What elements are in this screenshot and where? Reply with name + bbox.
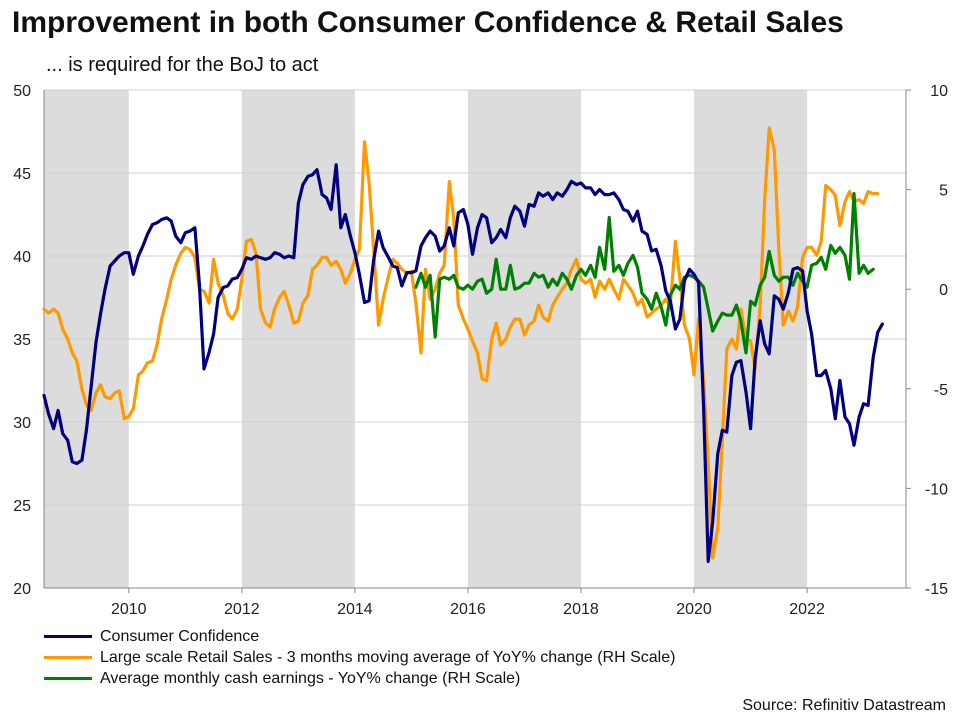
left-tick-label: 25 (13, 498, 31, 515)
x-tick-label: 2010 (111, 601, 147, 618)
series-line-0 (42, 163, 884, 563)
right-tick-label: 0 (939, 282, 948, 299)
right-tick-label: -10 (925, 481, 948, 498)
series-line-2 (414, 192, 875, 355)
left-tick-label: 45 (13, 166, 31, 183)
right-tick-label: -15 (925, 581, 948, 598)
legend-swatch-retail-sales (44, 656, 92, 659)
x-tick-label: 2014 (337, 601, 373, 618)
x-tick-label: 2016 (450, 601, 486, 618)
x-tick-label: 2020 (676, 601, 712, 618)
chart-title: Improvement in both Consumer Confidence … (12, 6, 844, 39)
x-tick-label: 2022 (789, 601, 825, 618)
legend: Consumer Confidence Large scale Retail S… (44, 626, 675, 689)
source-note: Source: Refinitiv Datastream (742, 697, 946, 714)
legend-label-cash-earnings: Average monthly cash earnings - YoY% cha… (100, 669, 521, 687)
x-tick-label: 2018 (563, 601, 599, 618)
series-lines (42, 126, 884, 563)
left-tick-label: 50 (13, 83, 31, 100)
legend-swatch-consumer-confidence (44, 635, 92, 638)
right-tick-label: -5 (934, 382, 948, 399)
left-tick-label: 30 (13, 415, 31, 432)
legend-item-cash-earnings: Average monthly cash earnings - YoY% cha… (44, 668, 675, 689)
legend-item-retail-sales: Large scale Retail Sales - 3 months movi… (44, 647, 675, 668)
series-line-1 (42, 126, 880, 560)
left-tick-label: 20 (13, 581, 31, 598)
x-tick-label: 2012 (224, 601, 260, 618)
left-tick-label: 35 (13, 332, 31, 349)
legend-label-consumer-confidence: Consumer Confidence (100, 627, 260, 645)
axes: 20 25 30 35 40 45 50 -15 -10 -5 0 5 10 2010 2012 2014 20… (13, 83, 948, 618)
chart-subtitle: ... is required for the BoJ to act (46, 54, 319, 76)
right-tick-label: 5 (939, 183, 948, 200)
legend-swatch-cash-earnings (44, 677, 92, 680)
left-tick-label: 40 (13, 249, 31, 266)
right-tick-label: 10 (930, 83, 948, 100)
legend-label-retail-sales: Large scale Retail Sales - 3 months movi… (100, 648, 676, 666)
legend-item-consumer-confidence: Consumer Confidence (44, 626, 675, 647)
